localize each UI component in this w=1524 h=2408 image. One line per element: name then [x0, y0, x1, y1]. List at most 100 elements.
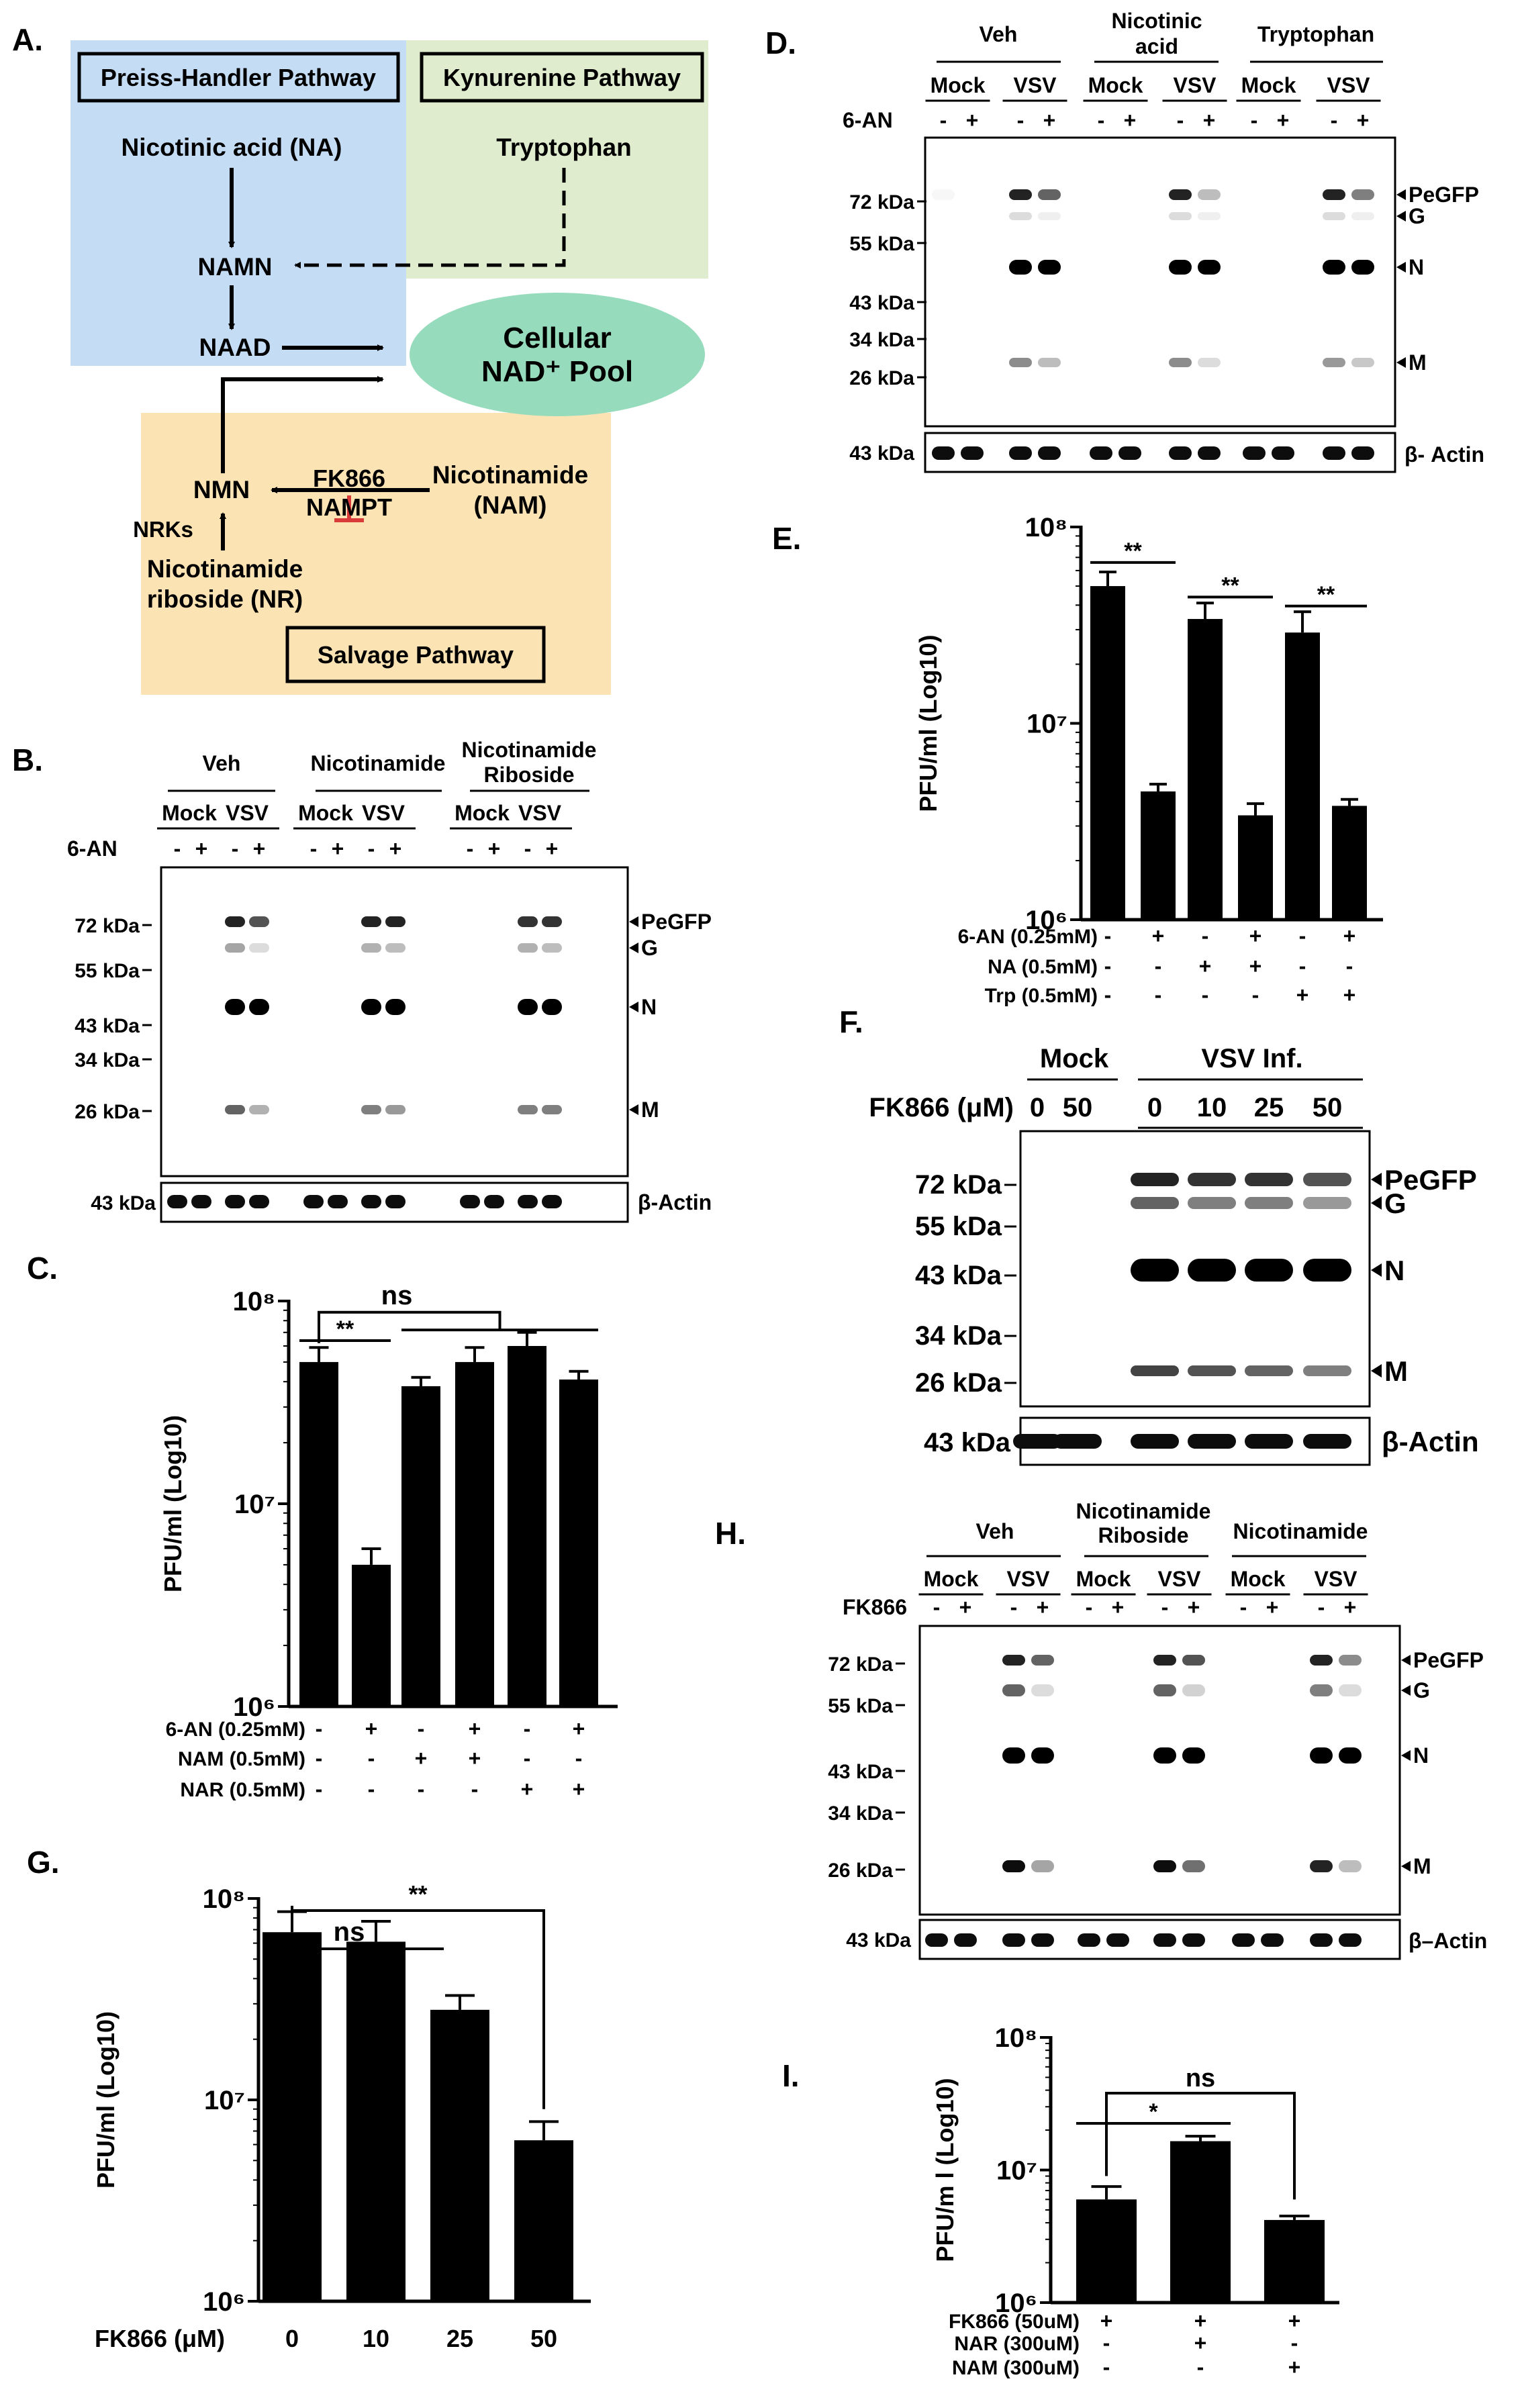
- significance-label: *: [1149, 2099, 1158, 2125]
- fk866-label: FK866: [313, 465, 385, 492]
- bar: [514, 2140, 573, 2301]
- significance-bracket: [318, 1310, 502, 1343]
- protein-band: [1303, 1365, 1351, 1376]
- marker-label: 34 kDa: [828, 1802, 893, 1825]
- band-label: G: [1409, 204, 1425, 228]
- panel-f: F. Mock VSV Inf. FK866 (μM) 0 50 0 10 25 50 7…: [839, 1004, 1479, 1466]
- sign-label: +: [1344, 1595, 1357, 1619]
- sign-label: +: [1203, 108, 1216, 132]
- actin-band: [1090, 446, 1112, 460]
- band-arrow: [1396, 211, 1406, 222]
- protein-band: [1198, 260, 1221, 275]
- protein-band: [1153, 1655, 1176, 1666]
- kynurenine-title-frame: [420, 52, 704, 103]
- band-label: G: [1384, 1188, 1407, 1219]
- band-arrow: [629, 943, 638, 953]
- y-tick-label: 10⁶: [203, 2287, 245, 2317]
- y-tick-label: 10⁶: [995, 2289, 1037, 2318]
- band-arrow: [629, 916, 638, 927]
- sign-label: -: [1240, 1595, 1247, 1619]
- preiss-title: Preiss-Handler Pathway: [101, 64, 376, 91]
- actin-band: [1118, 446, 1141, 460]
- condition-sign: +: [1199, 954, 1212, 978]
- actin-band: [1243, 446, 1266, 460]
- condition-label: VSV: [518, 801, 562, 825]
- condition-label: Mock: [298, 801, 353, 825]
- panel-label: G.: [27, 1845, 60, 1880]
- actin-band: [1303, 1434, 1351, 1449]
- condition-row-label: NAR (0.5mM): [180, 1779, 305, 1801]
- condition-label: VSV: [1327, 73, 1370, 97]
- bar: [1264, 2219, 1325, 2303]
- actin-band: [484, 1195, 504, 1208]
- band-arrow: [1401, 1861, 1411, 1872]
- marker-label: 43 kDa: [915, 1261, 1002, 1290]
- condition-label: VSV: [1157, 1567, 1201, 1591]
- sign-label: +: [488, 836, 501, 861]
- sign-label: -: [1331, 108, 1338, 132]
- condition-sign: -: [1252, 983, 1259, 1007]
- d-group-nicotinic-line2: acid: [1135, 34, 1178, 58]
- protein-band: [1323, 358, 1345, 367]
- protein-band: [1182, 1684, 1205, 1696]
- nad-pool-ellipse: [410, 293, 705, 416]
- condition-label: VSV: [1314, 1567, 1358, 1591]
- dose-label: 25: [1254, 1093, 1284, 1122]
- band-arrow: [1401, 1685, 1411, 1696]
- protein-band: [1245, 1259, 1293, 1282]
- condition-sign: +: [469, 1746, 481, 1770]
- protein-band: [1303, 1259, 1351, 1282]
- y-axis-label: PFU/m l (Log10): [931, 2078, 959, 2262]
- protein-band: [1198, 189, 1221, 200]
- band-label: N: [1409, 255, 1424, 279]
- protein-band: [1351, 189, 1374, 200]
- condition-label: Mock: [1088, 73, 1143, 97]
- d-group-nicotinic-line1: Nicotinic: [1111, 9, 1202, 33]
- marker-label: 26 kDa: [828, 1860, 893, 1882]
- protein-band: [385, 916, 406, 927]
- sign-label: +: [1112, 1595, 1125, 1619]
- nr-node-line1: Nicotinamide: [147, 555, 303, 583]
- significance-label: **: [336, 1316, 354, 1342]
- protein-band: [1188, 1259, 1236, 1282]
- bar: [1285, 632, 1320, 920]
- tryptophan-node: Tryptophan: [496, 134, 631, 161]
- significance-label: **: [1124, 538, 1142, 564]
- protein-band: [1182, 1655, 1205, 1666]
- sign-label: -: [1177, 108, 1184, 132]
- band-arrow: [1401, 1750, 1411, 1761]
- protein-band: [1002, 1747, 1025, 1764]
- x-tick-label: 0: [285, 2325, 299, 2352]
- protein-band: [225, 943, 245, 953]
- sign-label: +: [546, 836, 559, 861]
- protein-band: [518, 916, 538, 927]
- nad-pool-line2: NAD⁺ Pool: [481, 355, 633, 388]
- marker-label: 55 kDa: [915, 1212, 1002, 1241]
- protein-band: [1038, 212, 1061, 220]
- condition-sign: -: [418, 1717, 425, 1741]
- protein-band: [542, 1105, 562, 1114]
- condition-row-label: NAM (0.5mM): [178, 1748, 305, 1770]
- protein-band: [1009, 212, 1032, 220]
- protein-band: [1323, 260, 1345, 275]
- bar: [1170, 2141, 1231, 2303]
- actin-band: [932, 446, 955, 460]
- actin-band: [1188, 1434, 1236, 1449]
- condition-sign: +: [1152, 924, 1165, 948]
- protein-band: [1339, 1860, 1362, 1872]
- marker-label: 34 kDa: [849, 329, 914, 351]
- actin-band: [1245, 1434, 1293, 1449]
- condition-sign: +: [1296, 983, 1309, 1007]
- protein-band: [1351, 260, 1374, 275]
- protein-band: [1188, 1197, 1236, 1209]
- actin-band: [925, 1933, 948, 1947]
- sign-label: -: [1251, 108, 1258, 132]
- condition-sign: +: [1343, 924, 1356, 948]
- b-group-nr-line1: Nicotinamide: [462, 738, 597, 762]
- y-tick-label: 10⁷: [996, 2156, 1037, 2186]
- f-group-vsv: VSV Inf.: [1201, 1044, 1302, 1073]
- h-group-nr-line1: Nicotinamide: [1076, 1499, 1211, 1523]
- condition-label: Mock: [1231, 1567, 1286, 1591]
